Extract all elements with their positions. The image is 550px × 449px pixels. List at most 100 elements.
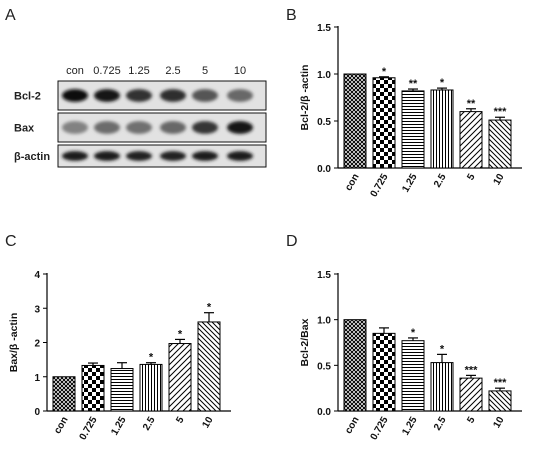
x-tick-label: 0.725 xyxy=(369,172,391,200)
western-blot-panel: con 0.725 1.25 2.5 5 10 Bcl-2 Bax β-actin xyxy=(14,65,267,168)
blot-band xyxy=(126,121,152,134)
y-tick-label: 2 xyxy=(34,339,40,350)
x-tick-label: 1.25 xyxy=(400,415,419,438)
significance-label: *** xyxy=(494,377,508,389)
blot-band xyxy=(227,151,253,161)
blot-band xyxy=(192,121,218,134)
y-tick-label: 0.0 xyxy=(317,164,331,175)
significance-label: * xyxy=(207,302,212,314)
y-axis-label: Bcl-2/β -actin xyxy=(299,65,311,131)
blot-row-label: β-actin xyxy=(14,151,50,163)
bar xyxy=(488,119,512,169)
x-tick-label: 1.25 xyxy=(400,172,419,195)
x-tick-label: 5 xyxy=(174,415,187,426)
x-tick-label: 10 xyxy=(492,172,507,188)
blot-lane-label: 0.725 xyxy=(93,65,121,77)
bar-chart-bcl2-bax: 0.0 0.5 1.0 1.5 Bcl-2/Bax con 0.725 * 1.25 * 2.5 **… xyxy=(299,270,522,442)
blot-band xyxy=(192,89,218,102)
blot-lane-label: 5 xyxy=(202,65,208,77)
blot-band xyxy=(227,89,253,102)
bar xyxy=(372,77,396,169)
blot-row-label: Bcl-2 xyxy=(14,91,41,103)
blot-band xyxy=(62,151,88,161)
significance-label: ** xyxy=(467,98,476,110)
bar xyxy=(343,319,367,412)
significance-label: * xyxy=(178,328,183,340)
panel-letter-c: C xyxy=(5,233,17,250)
bar-chart-bcl2-actin: 0.0 0.5 1.0 1.5 Bcl-2/β -actin con * 0.725 ** 1.2… xyxy=(299,23,522,199)
y-tick-label: 1.5 xyxy=(317,270,331,281)
blot-lane-label: 1.25 xyxy=(128,65,149,77)
bar xyxy=(430,89,454,169)
bar xyxy=(401,90,425,169)
blot-band xyxy=(126,151,152,161)
x-tick-label: 10 xyxy=(492,415,507,431)
bar xyxy=(81,364,105,412)
blot-band xyxy=(160,121,186,134)
significance-label: *** xyxy=(494,106,508,118)
bar xyxy=(401,340,425,412)
x-tick-label: 0.725 xyxy=(78,415,100,443)
blot-row-label: Bax xyxy=(14,123,35,135)
y-tick-label: 1.0 xyxy=(317,70,331,81)
x-tick-label: con xyxy=(343,172,361,193)
blot-band xyxy=(62,89,88,102)
blot-band xyxy=(94,151,120,161)
blot-lane-label: 10 xyxy=(234,65,246,77)
significance-label: * xyxy=(440,77,445,89)
bar xyxy=(197,321,221,412)
bar xyxy=(168,343,192,412)
y-axis-label: Bcl-2/Bax xyxy=(299,318,311,366)
bar xyxy=(488,390,512,412)
x-tick-label: 1.25 xyxy=(109,415,128,438)
bar-chart-bax-actin: 0 1 2 3 4 Bax/β -actin con 0.725 1.25 * 2.5 * 5 * 10 xyxy=(8,270,231,442)
y-tick-label: 0 xyxy=(34,407,40,418)
significance-label: *** xyxy=(465,364,479,376)
bar xyxy=(52,376,76,412)
x-tick-label: 5 xyxy=(465,172,478,183)
panel-letter-a: A xyxy=(5,7,16,24)
x-tick-label: con xyxy=(343,415,361,436)
blot-band xyxy=(227,121,253,134)
y-axis-label: Bax/β -actin xyxy=(8,313,20,373)
blot-band xyxy=(160,151,186,161)
panel-letter-b: B xyxy=(286,7,297,24)
x-tick-label: 5 xyxy=(465,415,478,426)
x-tick-label: con xyxy=(52,415,70,436)
y-tick-label: 1.5 xyxy=(317,23,331,34)
x-tick-label: 2.5 xyxy=(141,415,158,433)
bar xyxy=(343,73,367,169)
y-tick-label: 1.0 xyxy=(317,316,331,327)
y-tick-label: 0.5 xyxy=(317,361,331,372)
x-tick-label: 0.725 xyxy=(369,415,391,443)
panel-letter-d: D xyxy=(286,233,298,250)
bar xyxy=(430,362,454,412)
bar xyxy=(372,332,396,412)
significance-label: ** xyxy=(409,78,418,90)
y-tick-label: 0.5 xyxy=(317,117,331,128)
y-tick-label: 3 xyxy=(34,304,40,315)
bar xyxy=(459,377,483,412)
significance-label: * xyxy=(440,343,445,355)
significance-label: * xyxy=(382,66,387,78)
x-tick-label: 2.5 xyxy=(432,415,449,433)
blot-lane-label: con xyxy=(66,65,84,77)
significance-label: * xyxy=(411,327,416,339)
blot-lane-label: 2.5 xyxy=(165,65,180,77)
y-tick-label: 1 xyxy=(34,373,40,384)
blot-band xyxy=(94,121,120,134)
y-tick-label: 4 xyxy=(34,270,40,281)
blot-band xyxy=(126,89,152,102)
x-tick-label: 10 xyxy=(201,415,216,431)
y-tick-label: 0.0 xyxy=(317,407,331,418)
bar xyxy=(139,363,163,412)
blot-band xyxy=(62,121,88,134)
bar xyxy=(110,368,134,412)
blot-band xyxy=(160,89,186,102)
bar xyxy=(459,111,483,169)
blot-band xyxy=(192,151,218,161)
blot-band xyxy=(94,89,120,102)
significance-label: * xyxy=(149,352,154,364)
x-tick-label: 2.5 xyxy=(432,172,449,190)
